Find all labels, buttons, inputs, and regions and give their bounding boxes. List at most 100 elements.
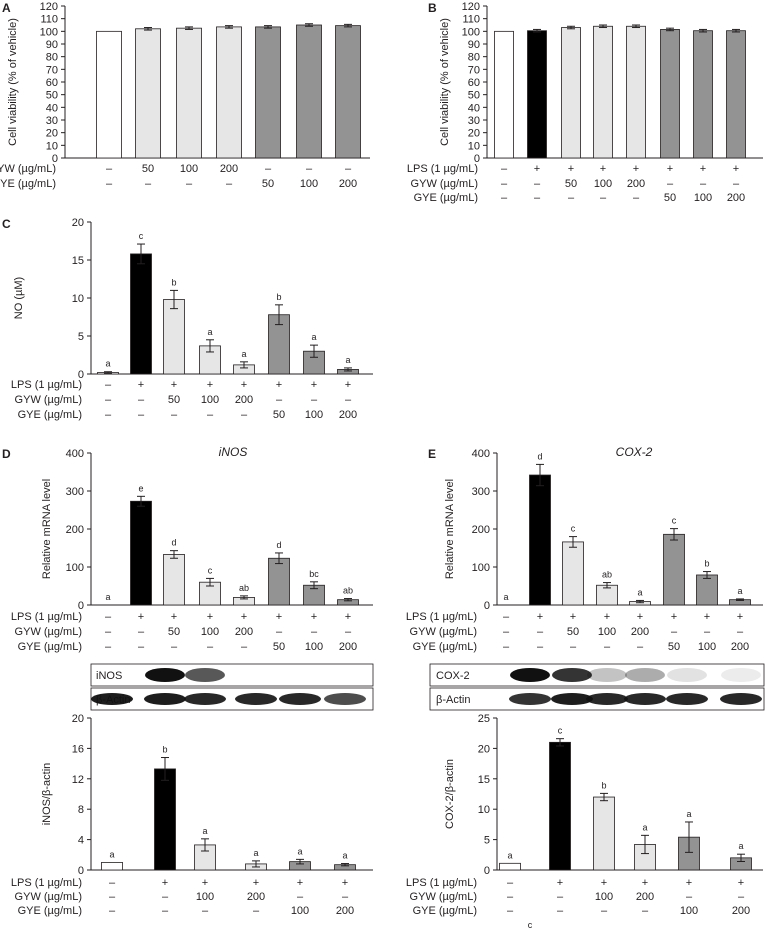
row-label: LPS (1 µg/mL)	[406, 611, 477, 623]
row-cell: +	[671, 611, 677, 623]
row-cell: –	[501, 192, 508, 204]
row-cell: –	[601, 905, 608, 917]
row-cell: –	[241, 641, 248, 653]
bar	[163, 554, 185, 606]
y-tick-label: 0	[78, 600, 84, 612]
bar	[101, 862, 123, 871]
row-cell: –	[537, 626, 544, 638]
y-tick-label: 50	[46, 90, 58, 102]
row-cell: 100	[305, 409, 323, 421]
significance-letter: a	[253, 848, 258, 858]
blot-actin-band	[184, 693, 226, 705]
y-tick-label: 20	[478, 743, 490, 755]
row-cell: –	[276, 626, 283, 638]
row-cell: +	[534, 163, 540, 175]
row-label: LPS (1 µg/mL)	[11, 379, 82, 391]
bar	[529, 474, 551, 606]
row-cell: +	[345, 379, 351, 391]
significance-letter: a	[105, 359, 110, 369]
y-axis-label: iNOS/β-actin	[41, 763, 53, 826]
row-cell: –	[534, 178, 541, 190]
bar	[163, 299, 185, 375]
bar	[549, 741, 571, 871]
row-cell: –	[105, 641, 112, 653]
y-tick-label: 25	[478, 713, 490, 725]
row-cell: 200	[631, 626, 649, 638]
row-cell: –	[265, 163, 272, 175]
significance-letter: a	[202, 826, 207, 836]
blot-actin-band	[279, 693, 321, 705]
row-cell: –	[162, 891, 169, 903]
row-cell: –	[105, 611, 112, 623]
row-cell: –	[162, 905, 169, 917]
row-cell: –	[171, 409, 178, 421]
panel-letter: E	[428, 447, 436, 461]
row-cell: –	[671, 626, 678, 638]
y-tick-label: 15	[72, 255, 84, 267]
row-cell: –	[106, 163, 113, 175]
significance-letter: b	[704, 559, 709, 569]
blot-actin-band	[586, 693, 628, 705]
row-label: GYW (µg/mL)	[15, 891, 82, 903]
chart-title: COX-2	[616, 445, 653, 459]
row-cell: –	[106, 178, 113, 190]
significance-letter: a	[507, 850, 512, 860]
row-cell: 200	[220, 163, 238, 175]
y-tick-label: 10	[46, 140, 58, 152]
significance-letter: c	[558, 726, 563, 736]
row-cell: –	[501, 178, 508, 190]
row-label: GYE (µg/mL)	[18, 641, 82, 653]
row-label: GYW (µg/mL)	[410, 891, 477, 903]
row-label: GYW (µg/mL)	[411, 178, 478, 190]
blot-actin-band	[551, 693, 593, 705]
blot-actin-band	[720, 693, 762, 705]
row-cell: 200	[235, 394, 253, 406]
row-cell: +	[568, 163, 574, 175]
row-label: GYW (µg/mL)	[410, 626, 477, 638]
y-tick-label: 20	[72, 713, 84, 725]
row-cell: 100	[680, 905, 698, 917]
blot-target-label: COX-2	[436, 670, 470, 682]
blot-actin-band	[509, 693, 551, 705]
y-tick-label: 0	[52, 153, 58, 165]
row-cell: 100	[694, 192, 712, 204]
row-cell: 100	[180, 163, 198, 175]
row-cell: +	[700, 163, 706, 175]
significance-letter: c	[672, 516, 677, 526]
y-tick-label: 80	[46, 52, 58, 64]
significance-letter: d	[171, 538, 176, 548]
row-cell: 50	[273, 641, 285, 653]
blot-band	[510, 668, 550, 682]
chart-title: iNOS	[219, 445, 248, 459]
row-cell: +	[637, 611, 643, 623]
bar	[593, 25, 613, 159]
bar	[663, 533, 685, 606]
significance-letter: c	[208, 565, 213, 575]
footer-mark: c	[528, 920, 533, 930]
row-cell: +	[737, 611, 743, 623]
bar	[130, 500, 152, 606]
row-cell: 100	[201, 394, 219, 406]
y-tick-label: 110	[40, 14, 58, 26]
bar	[693, 30, 713, 159]
row-cell: –	[507, 891, 514, 903]
row-cell: 50	[273, 409, 285, 421]
row-cell: –	[226, 178, 233, 190]
row-cell: +	[570, 611, 576, 623]
row-cell: 200	[235, 626, 253, 638]
row-cell: –	[700, 178, 707, 190]
row-cell: –	[342, 891, 349, 903]
blot-band	[721, 668, 761, 682]
significance-letter: a	[109, 849, 114, 859]
row-cell: –	[507, 877, 514, 889]
row-cell: 100	[595, 891, 613, 903]
row-cell: +	[171, 379, 177, 391]
row-cell: +	[138, 611, 144, 623]
blot-band	[145, 668, 185, 682]
y-tick-label: 30	[46, 115, 58, 127]
row-cell: –	[570, 641, 577, 653]
bar	[626, 25, 646, 159]
row-label: LPS (1 µg/mL)	[11, 611, 82, 623]
significance-letter: a	[207, 327, 212, 337]
